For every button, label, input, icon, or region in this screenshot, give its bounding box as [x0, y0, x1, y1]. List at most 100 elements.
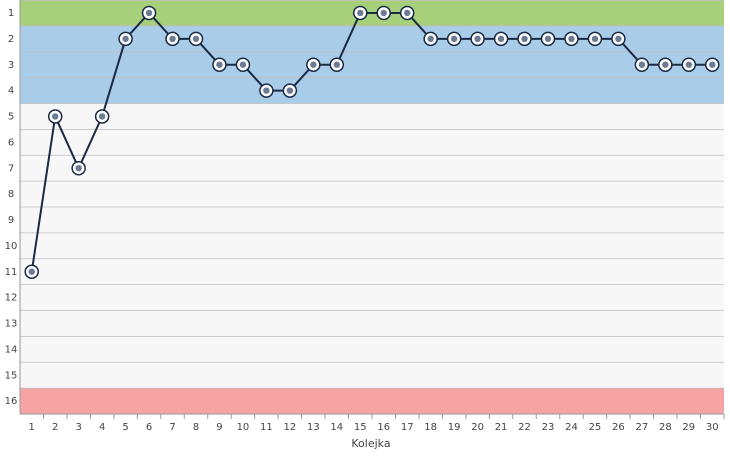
x-tick-label: 4	[99, 422, 105, 433]
zone-band-3	[20, 103, 724, 389]
data-point-core	[310, 61, 317, 68]
data-point	[681, 57, 697, 72]
data-point	[306, 57, 321, 72]
data-point	[540, 31, 556, 47]
x-tick-label: 21	[495, 422, 508, 433]
data-point-core	[591, 35, 599, 43]
data-point-core	[521, 35, 528, 43]
data-point-core	[474, 35, 481, 43]
x-axis-title: Kolejka	[351, 437, 390, 450]
data-point-core	[122, 35, 129, 43]
x-tick-label: 7	[169, 422, 175, 433]
x-tick-label: 27	[635, 422, 648, 433]
data-point-core	[98, 113, 106, 120]
y-tick-label: 1	[8, 8, 14, 19]
x-tick-label: 15	[354, 422, 367, 433]
data-point	[634, 57, 650, 72]
y-tick-label: 9	[8, 215, 14, 226]
data-point-core	[239, 61, 247, 68]
y-tick-label: 7	[8, 163, 14, 174]
x-tick-label: 19	[448, 422, 461, 433]
y-tick-label: 10	[5, 241, 18, 252]
x-tick-label: 25	[589, 422, 602, 433]
y-tick-label: 15	[5, 370, 18, 381]
data-point-core	[544, 35, 552, 43]
y-tick-label: 6	[8, 137, 14, 148]
data-point	[705, 57, 720, 72]
data-point-core	[333, 61, 340, 68]
x-tick-label: 2	[52, 422, 58, 433]
data-point	[493, 31, 509, 47]
data-point	[376, 5, 391, 21]
data-point-core	[685, 61, 692, 68]
x-tick-label: 20	[471, 422, 484, 433]
y-tick-label: 5	[8, 112, 14, 123]
data-point	[564, 31, 579, 47]
data-point-core	[380, 9, 387, 17]
data-point-core	[638, 61, 646, 68]
data-point-core	[192, 35, 200, 43]
data-point-core	[427, 35, 434, 43]
y-tick-label: 16	[5, 396, 18, 407]
y-tick-label: 2	[8, 34, 14, 45]
data-point	[259, 83, 274, 98]
data-point	[353, 5, 368, 21]
y-tick-label: 11	[5, 267, 18, 278]
data-point	[470, 31, 485, 47]
data-point-core	[404, 9, 411, 17]
data-point-core	[450, 35, 458, 43]
data-point	[71, 160, 86, 176]
data-point	[235, 57, 251, 72]
data-point	[587, 31, 603, 47]
data-point-core	[286, 87, 294, 94]
data-point	[423, 31, 438, 47]
data-point	[212, 57, 227, 72]
x-tick-label: 26	[612, 422, 625, 433]
data-point	[24, 264, 39, 279]
y-tick-label: 12	[5, 293, 18, 304]
data-point	[329, 57, 345, 72]
data-point	[611, 31, 626, 47]
data-point-core	[568, 35, 575, 43]
data-point	[658, 57, 673, 72]
x-tick-label: 17	[401, 422, 414, 433]
x-tick-label: 24	[565, 422, 578, 433]
data-point-core	[662, 61, 669, 68]
x-tick-label: 3	[75, 422, 81, 433]
y-tick-label: 4	[8, 86, 14, 97]
grid-lines	[20, 0, 724, 389]
x-tick-label: 5	[122, 422, 128, 433]
x-tick-label: 28	[659, 422, 672, 433]
data-point	[47, 109, 63, 124]
data-point	[399, 5, 415, 21]
x-tick-label: 14	[330, 422, 343, 433]
data-point	[282, 83, 298, 98]
x-tick-label: 18	[424, 422, 437, 433]
data-point	[188, 31, 204, 47]
zone-band-4	[20, 388, 724, 414]
data-point	[141, 5, 157, 21]
x-tick-label: 23	[542, 422, 555, 433]
data-point-core	[52, 113, 59, 120]
y-tick-label: 14	[5, 344, 18, 355]
data-point-core	[497, 35, 505, 43]
data-point	[446, 31, 462, 47]
x-tick-label: 29	[682, 422, 695, 433]
data-point-core	[216, 61, 223, 68]
data-point-core	[357, 9, 364, 17]
data-point-core	[615, 35, 622, 43]
data-point	[118, 31, 133, 47]
x-tick-label: 30	[706, 422, 719, 433]
y-tick-label: 3	[8, 60, 14, 71]
x-tick-label: 10	[237, 422, 250, 433]
data-point-core	[75, 164, 82, 172]
x-tick-label: 8	[193, 422, 199, 433]
y-tick-label: 13	[5, 319, 18, 330]
x-tick-label: 1	[29, 422, 35, 433]
data-point-core	[263, 87, 270, 94]
x-tick-label: 12	[283, 422, 296, 433]
x-tick-label: 13	[307, 422, 320, 433]
